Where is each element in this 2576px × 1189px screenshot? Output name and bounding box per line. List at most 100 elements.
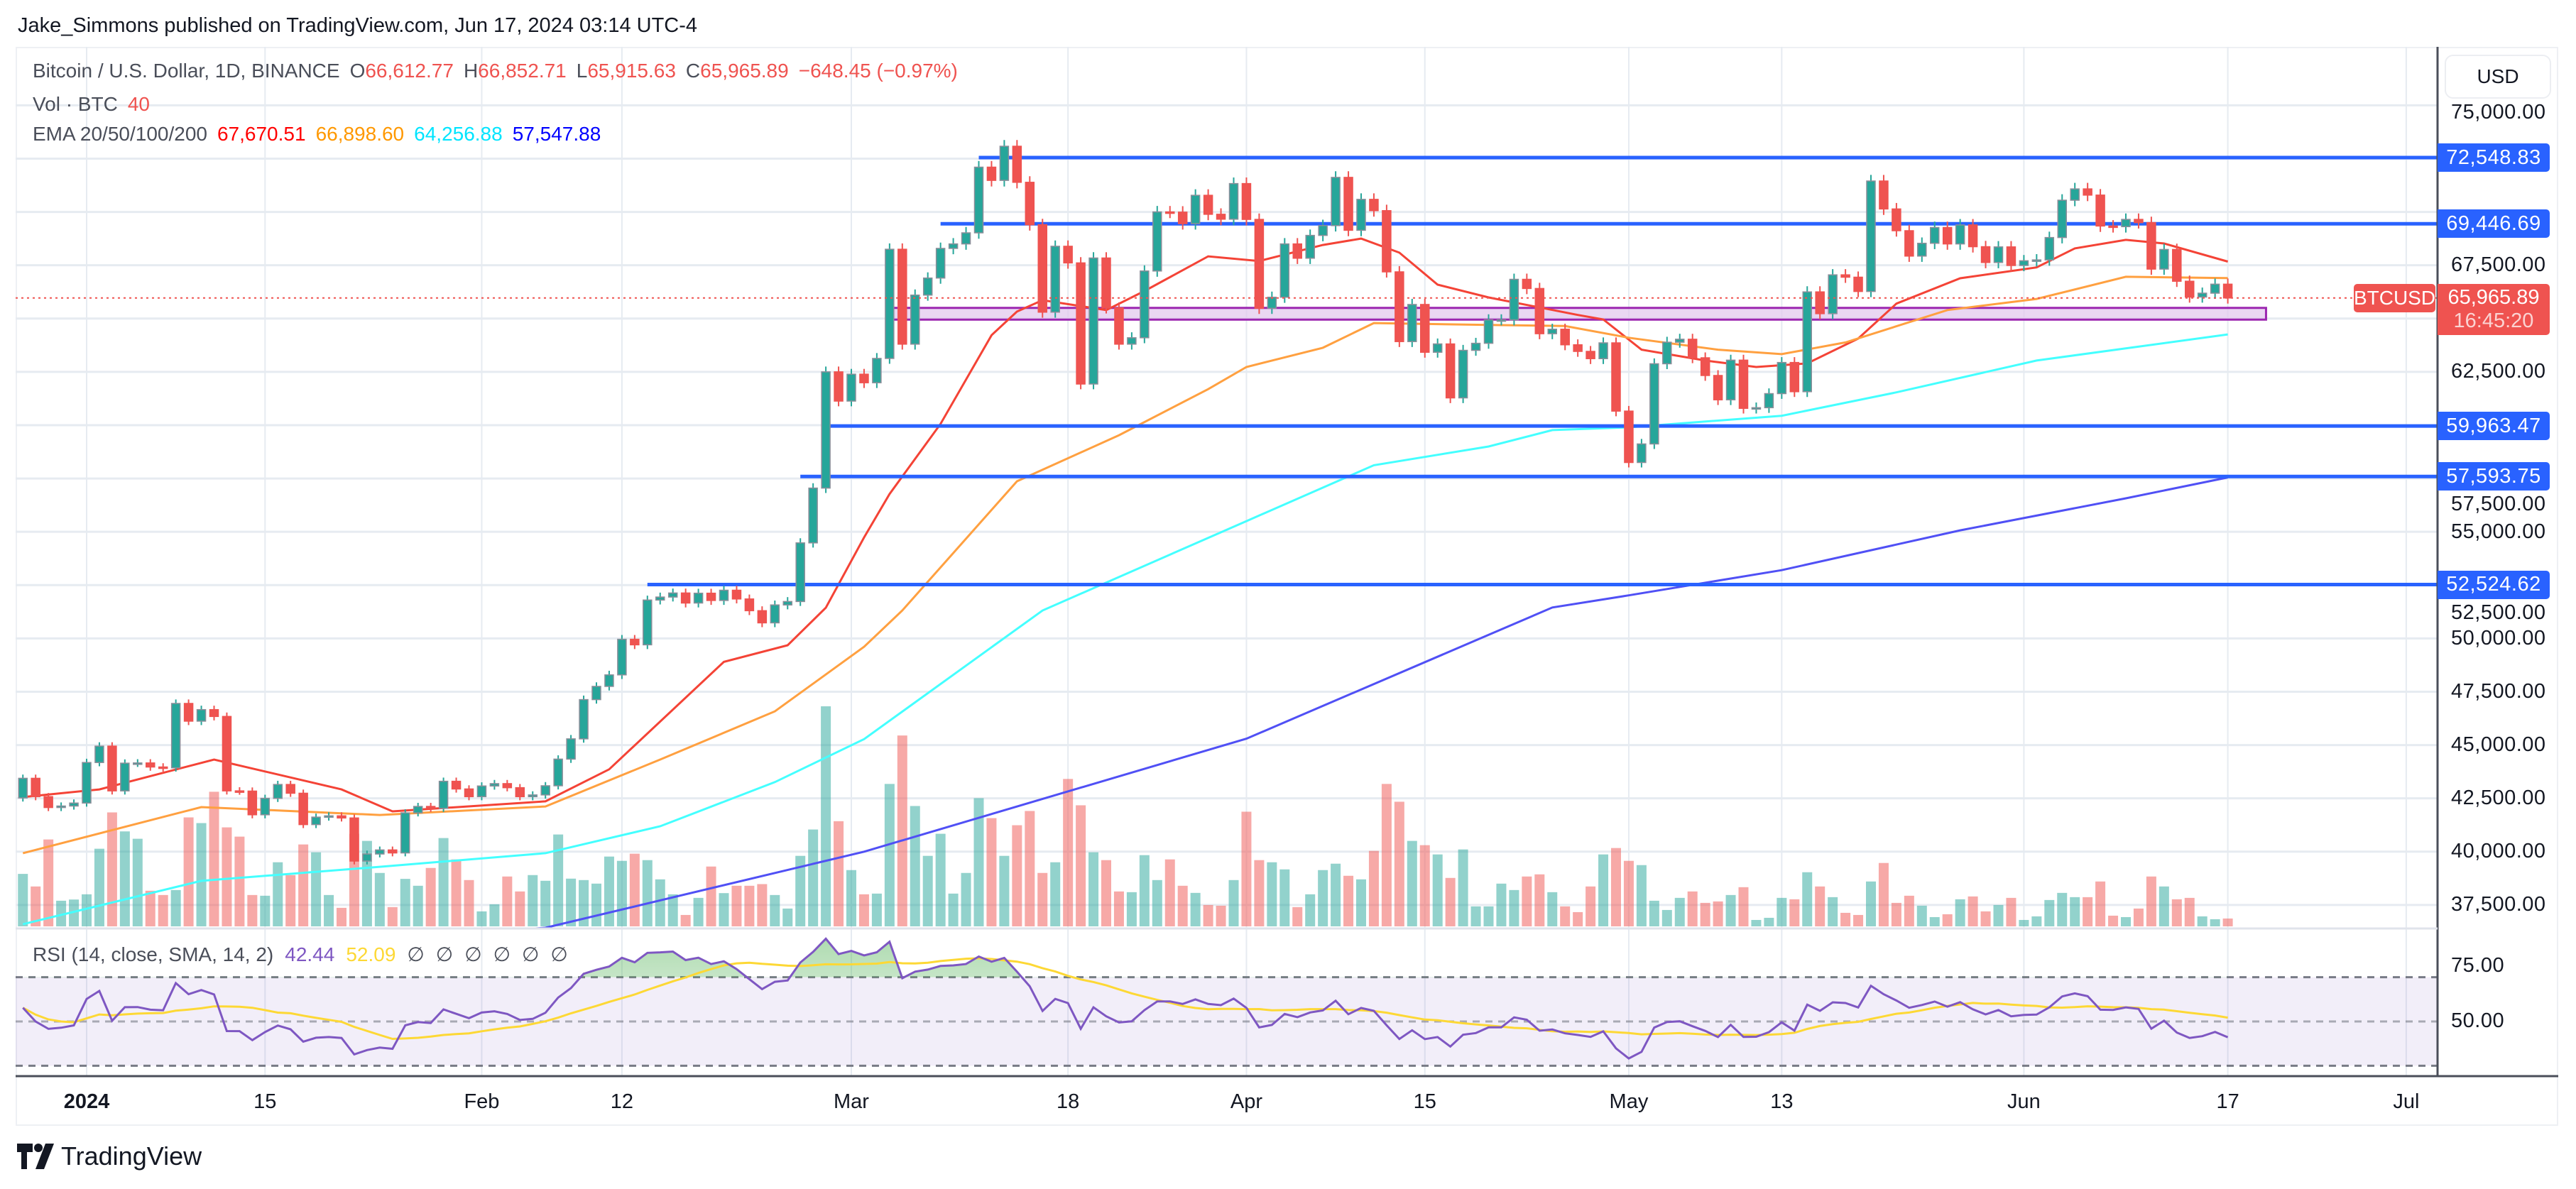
candle xyxy=(1420,304,1430,353)
volume-bar xyxy=(374,872,385,926)
volume-bar xyxy=(1866,881,1876,926)
candle xyxy=(744,598,755,612)
volume-bar xyxy=(2171,899,2182,926)
candle xyxy=(973,166,984,234)
volume-bar xyxy=(170,889,181,926)
volume-bar xyxy=(566,878,577,926)
candle xyxy=(1509,278,1519,321)
volume-bar xyxy=(1139,855,1150,926)
candle xyxy=(1942,226,1953,245)
volume-bar xyxy=(1407,840,1417,926)
candle xyxy=(1675,339,1685,343)
volume-bar xyxy=(119,831,130,926)
rsi-label: RSI (14, close, SMA, 14, 2) xyxy=(33,943,274,965)
candle xyxy=(1241,182,1252,220)
candle xyxy=(425,806,436,809)
high-value: 66,852.71 xyxy=(478,60,567,82)
candle xyxy=(1573,344,1583,352)
level-price-label: 69,446.69 xyxy=(2438,209,2550,239)
candle xyxy=(834,371,844,402)
volume-bar xyxy=(438,838,449,926)
candle xyxy=(234,790,245,793)
volume-bar xyxy=(43,839,54,926)
candle xyxy=(2146,221,2156,270)
volume-bar xyxy=(1483,906,1494,926)
volume-bar xyxy=(858,894,869,926)
volume-bar xyxy=(1840,912,1851,926)
candle xyxy=(922,277,933,296)
candle xyxy=(897,248,907,345)
volume-bar xyxy=(2222,918,2233,926)
candle xyxy=(719,589,729,601)
published-caption: Jake_Simmons published on TradingView.co… xyxy=(18,14,698,37)
candle xyxy=(2095,194,2105,227)
candle xyxy=(260,797,271,816)
volume-bar xyxy=(961,872,971,926)
price-tick: 75,000.00 xyxy=(2451,101,2546,124)
volume-bar xyxy=(706,866,716,926)
candle xyxy=(196,708,207,722)
empty-value: ∅ xyxy=(407,943,425,965)
currency-button[interactable]: USD xyxy=(2445,55,2551,99)
candle xyxy=(1892,208,1901,231)
candle xyxy=(247,790,258,816)
price-tick: 62,500.00 xyxy=(2451,360,2546,383)
candle xyxy=(1586,351,1595,359)
volume-bar xyxy=(1942,914,1953,926)
candle xyxy=(1165,211,1175,214)
volume-bar xyxy=(2184,897,2195,926)
ema-20-line xyxy=(23,237,2229,813)
volume-bar xyxy=(553,834,564,926)
volume-bar xyxy=(1318,870,1328,926)
candle xyxy=(2197,292,2207,298)
volume-bar xyxy=(642,860,653,926)
volume-bar xyxy=(82,894,92,926)
candle xyxy=(2057,199,2067,239)
volume-bar xyxy=(1636,865,1647,926)
price-tick: 40,000.00 xyxy=(2451,840,2546,863)
candle xyxy=(133,762,143,765)
candle xyxy=(1037,224,1047,313)
volume-bar xyxy=(808,829,819,926)
time-tick: Mar xyxy=(834,1090,869,1113)
volume-bar xyxy=(528,875,538,926)
candle xyxy=(170,703,181,769)
candle xyxy=(1140,270,1150,339)
candle xyxy=(2159,248,2169,270)
last-price-label: 65,965.89 16:45:20 xyxy=(2438,283,2550,335)
time-tick: 12 xyxy=(610,1090,634,1113)
volume-value: 40 xyxy=(127,93,150,115)
volume-bar xyxy=(298,844,309,926)
volume-bar xyxy=(31,886,41,926)
volume-bar xyxy=(209,791,219,926)
candle xyxy=(2121,219,2131,228)
volume-bar xyxy=(935,833,946,926)
rsi-sma-line xyxy=(22,957,2228,1041)
volume-bar xyxy=(1343,875,1354,926)
volume-bar xyxy=(1687,891,1698,926)
volume-bar xyxy=(846,870,856,926)
ema-lines xyxy=(22,237,2229,928)
volume-bar xyxy=(1649,900,1659,926)
volume-bar xyxy=(1674,897,1685,926)
candle xyxy=(1815,291,1825,314)
volume-bar xyxy=(1241,811,1252,926)
candle xyxy=(2044,236,2055,261)
candle xyxy=(120,762,130,791)
volume-bar xyxy=(387,906,398,926)
candle xyxy=(1738,359,1749,409)
candle xyxy=(1012,146,1022,183)
volume-bar xyxy=(260,895,271,926)
volume-bar xyxy=(680,914,691,926)
volume-bar xyxy=(655,879,665,926)
candle xyxy=(782,601,792,606)
candle xyxy=(337,815,346,819)
candle xyxy=(1305,234,1315,259)
candle xyxy=(948,243,959,249)
candle xyxy=(1190,194,1201,224)
volume-bar xyxy=(1738,887,1749,926)
volume-bar xyxy=(1496,883,1507,926)
candle xyxy=(1114,307,1124,345)
tradingview-logo[interactable]: TradingView xyxy=(17,1141,202,1171)
